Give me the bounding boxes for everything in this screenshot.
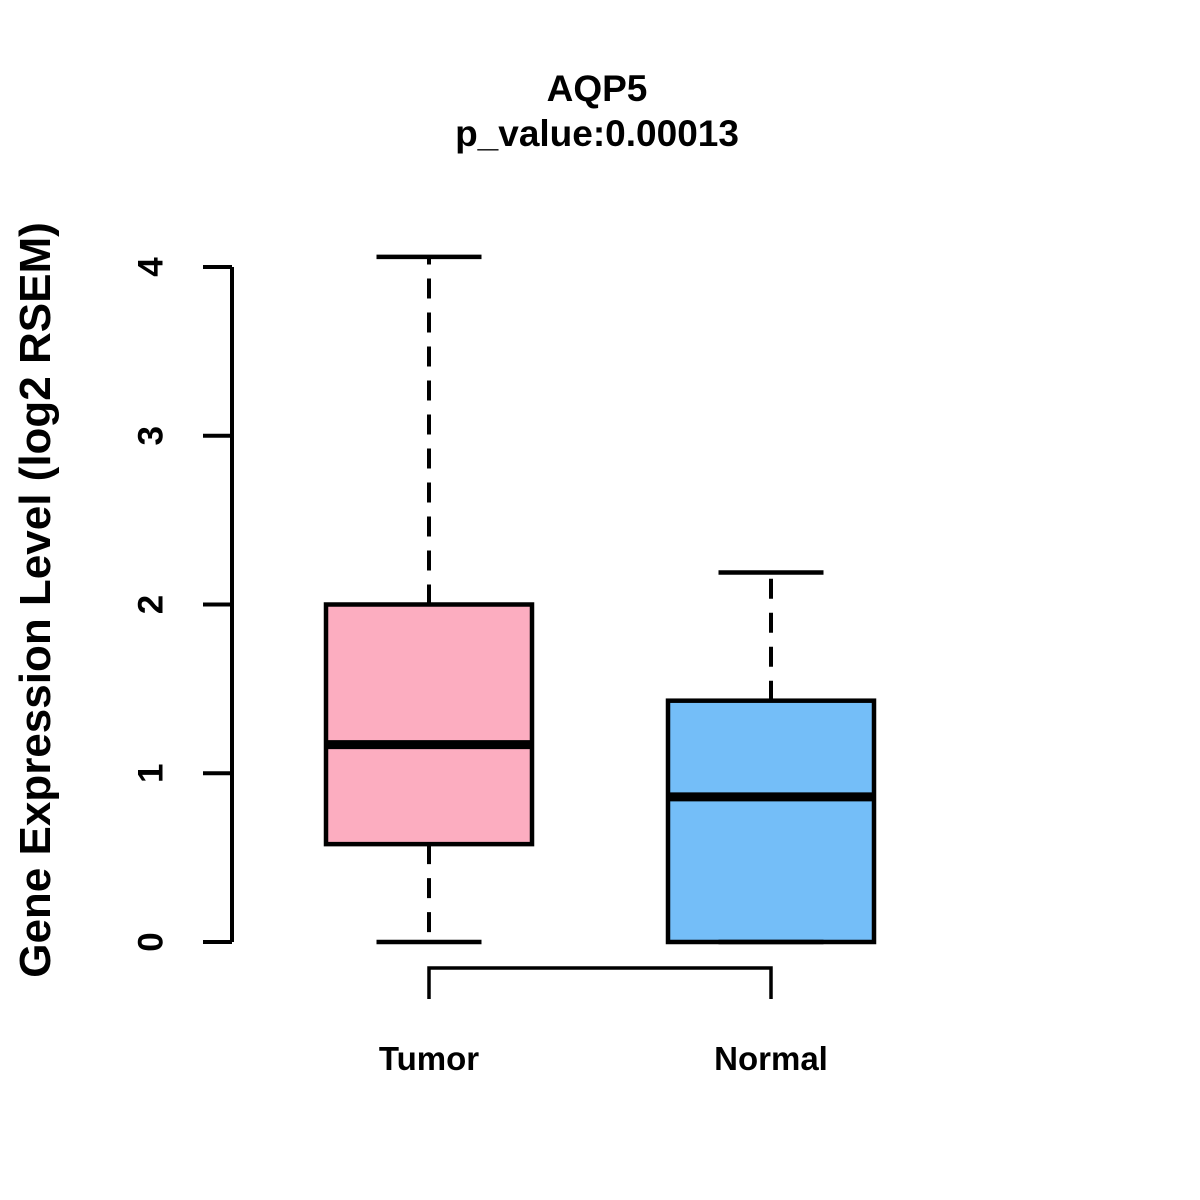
y-axis-tick-label: 3	[132, 426, 171, 445]
chart-subtitle-pvalue: p_value:0.00013	[455, 113, 739, 154]
chart-title: AQP5	[546, 68, 648, 109]
x-group-label-normal: Normal	[714, 1040, 828, 1077]
y-axis-tick-label: 1	[132, 764, 171, 783]
x-group-label-tumor: Tumor	[379, 1040, 479, 1077]
comparison-bracket	[427, 966, 773, 999]
box-normal	[665, 698, 877, 945]
box-tumor	[323, 602, 535, 847]
y-axis-tick-label: 0	[132, 932, 171, 951]
y-axis-tick-label: 4	[132, 257, 171, 277]
y-axis-tick-label: 2	[132, 595, 171, 614]
